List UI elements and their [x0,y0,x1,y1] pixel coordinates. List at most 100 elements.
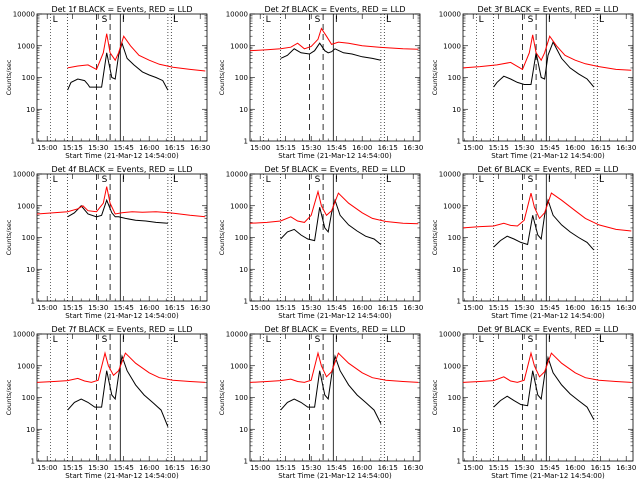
marker-label: S [528,175,534,185]
y-tick-label: 100 [448,234,461,242]
x-tick-label: 15:00 [463,144,483,152]
y-tick-label: 10 [239,426,248,434]
marker-label: L [53,175,58,185]
series-events [493,198,595,251]
x-tick-label: 16:15 [165,144,185,152]
series-lld [249,27,419,52]
x-tick-label: 15:45 [540,464,560,472]
chart-title: Det 7f BLACK = Events, RED = LLD [51,325,192,334]
x-tick-label: 16:00 [565,464,585,472]
y-tick-label: 100 [22,234,35,242]
plot-frame [36,333,208,462]
chart-panel-1: Det 1f BLACK = Events, RED = LLD 1 10 100 10… [5,5,210,160]
marker-label: S [102,335,108,345]
y-tick-label: 1000 [17,42,35,50]
x-tick-label: 16:15 [591,464,611,472]
x-tick-label: 15:00 [37,144,57,152]
y-tick-label: 10 [239,266,248,274]
plot-frame [462,333,634,462]
y-tick-label: 10000 [439,11,461,19]
x-tick-label: 15:30 [301,464,321,472]
x-tick-label: 16:15 [591,144,611,152]
x-tick-label: 15:30 [88,144,108,152]
y-tick-label: 100 [235,394,248,402]
y-tick-label: 10000 [439,171,461,179]
x-axis-label: Start Time (21-Mar-12 14:54:00) [65,472,179,480]
x-axis-label: Start Time (21-Mar-12 14:54:00) [491,472,605,480]
y-tick-label: 10 [26,426,35,434]
marker-label: L [173,175,178,185]
series-lld [249,351,419,383]
x-tick-label: 16:15 [165,464,185,472]
marker-label: I [335,15,338,25]
marker-label: L [173,15,178,25]
chart-title: Det 9f BLACK = Events, RED = LLD [477,325,618,334]
x-tick-label: 15:45 [114,464,134,472]
y-tick-label: 1 [31,458,35,466]
y-tick-label: 10 [452,106,461,114]
x-tick-label: 15:15 [63,464,83,472]
y-axis-label: Counts/sec [5,59,13,95]
marker-label: L [599,175,604,185]
y-tick-label: 1000 [443,202,461,210]
x-tick-label: 15:00 [37,304,57,312]
x-tick-label: 16:15 [378,304,398,312]
series-lld [462,34,632,71]
y-axis-label: Counts/sec [5,219,13,255]
y-axis-label: Counts/sec [431,379,439,415]
x-axis-label: Start Time (21-Mar-12 14:54:00) [65,152,179,160]
y-tick-label: 100 [235,234,248,242]
x-tick-label: 16:30 [403,464,423,472]
y-tick-label: 1 [244,298,248,306]
series-events [280,198,382,245]
y-tick-label: 1000 [17,202,35,210]
marker-label: I [122,175,125,185]
marker-label: I [548,15,551,25]
x-tick-label: 15:15 [63,144,83,152]
plot-frame [249,173,421,302]
x-tick-label: 15:00 [463,464,483,472]
x-tick-label: 16:15 [378,464,398,472]
x-tick-label: 16:30 [616,304,636,312]
y-tick-label: 1 [457,298,461,306]
y-tick-label: 100 [22,74,35,82]
series-events [67,41,169,91]
x-tick-label: 16:15 [378,144,398,152]
chart-title: Det 3f BLACK = Events, RED = LLD [477,5,618,14]
x-tick-label: 15:00 [250,304,270,312]
x-tick-label: 16:00 [352,144,372,152]
y-tick-label: 10 [452,266,461,274]
y-tick-label: 1 [457,458,461,466]
chart-panel-4: Det 4f BLACK = Events, RED = LLD 1 10 100 10… [5,165,210,320]
x-tick-label: 15:00 [463,304,483,312]
series-events [493,355,595,420]
marker-label: L [266,15,271,25]
marker-label: I [548,175,551,185]
y-axis-label: Counts/sec [218,379,226,415]
y-axis-label: Counts/sec [5,379,13,415]
x-tick-label: 16:00 [352,464,372,472]
marker-label: S [528,335,534,345]
x-tick-label: 16:30 [190,304,210,312]
marker-label: I [548,335,551,345]
y-tick-label: 1000 [443,42,461,50]
x-tick-label: 15:45 [327,464,347,472]
chart-title: Det 1f BLACK = Events, RED = LLD [51,5,192,14]
plot-frame [36,173,208,302]
x-tick-label: 16:30 [190,144,210,152]
series-events [67,198,168,224]
chart-panel-8: Det 8f BLACK = Events, RED = LLD 1 10 100 10… [218,325,423,480]
x-tick-label: 15:15 [489,144,509,152]
x-tick-label: 15:15 [276,464,296,472]
chart-title: Det 2f BLACK = Events, RED = LLD [264,5,405,14]
y-tick-label: 10 [26,106,35,114]
x-tick-label: 15:30 [301,304,321,312]
series-events [280,354,382,424]
x-tick-label: 16:30 [616,144,636,152]
y-tick-label: 10000 [439,331,461,339]
series-lld [462,192,632,232]
marker-label: S [315,175,321,185]
y-tick-label: 1 [31,298,35,306]
marker-label: S [102,175,108,185]
series-events [280,42,382,61]
